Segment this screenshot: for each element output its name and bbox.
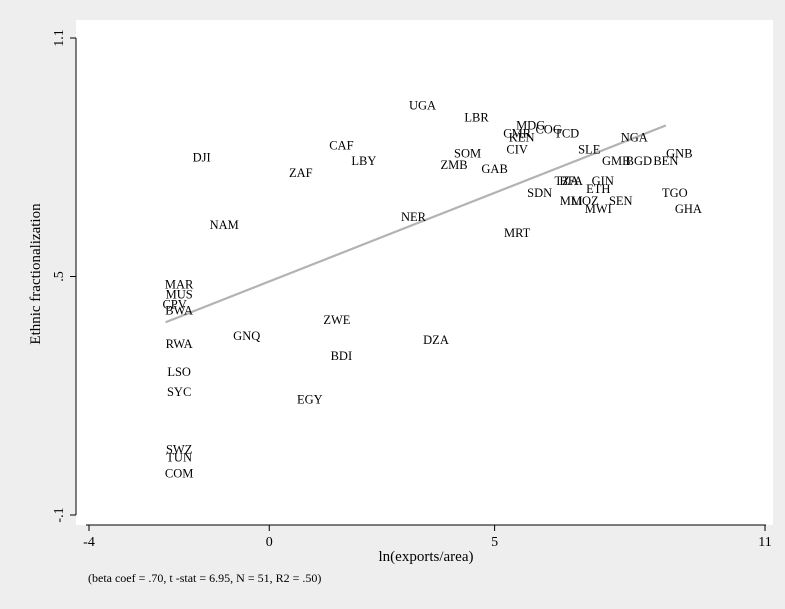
point-label-swz: SWZ bbox=[166, 442, 192, 456]
y-axis-title: Ethnic fractionalization bbox=[28, 203, 44, 345]
point-label-mli: MLI bbox=[560, 194, 583, 208]
point-label-cpv: CPV bbox=[162, 297, 186, 311]
point-label-cog: COG bbox=[535, 122, 561, 136]
point-label-gmb: GMB bbox=[602, 154, 630, 168]
point-label-lby: LBY bbox=[351, 154, 376, 168]
point-label-sle: SLE bbox=[578, 142, 601, 156]
point-label-ben: BEN bbox=[653, 154, 678, 168]
point-label-nga: NGA bbox=[621, 130, 648, 144]
point-label-lbr: LBR bbox=[464, 111, 489, 125]
point-label-dji: DJI bbox=[193, 150, 211, 164]
point-label-eth: ETH bbox=[586, 182, 610, 196]
point-label-nam: NAM bbox=[210, 218, 239, 232]
point-label-bwa: BWA bbox=[165, 303, 193, 317]
point-label-mar: MAR bbox=[165, 277, 194, 291]
point-label-zwe: ZWE bbox=[323, 313, 350, 327]
point-label-tun: TUN bbox=[166, 450, 192, 464]
point-label-syc: SYC bbox=[167, 385, 191, 399]
fit-line bbox=[165, 124, 667, 324]
point-label-zmb: ZMB bbox=[440, 158, 467, 172]
y-tick-label: -.1 bbox=[52, 507, 67, 522]
x-tick-label: 11 bbox=[758, 535, 771, 550]
point-label-sdn: SDN bbox=[527, 186, 552, 200]
point-label-dza: DZA bbox=[423, 333, 449, 347]
point-label-com: COM bbox=[165, 466, 193, 480]
point-label-cmr: CMR bbox=[503, 126, 531, 140]
point-label-gin: GIN bbox=[592, 174, 614, 188]
point-label-tgo: TGO bbox=[662, 186, 688, 200]
point-label-egy: EGY bbox=[297, 393, 323, 407]
point-label-bdi: BDI bbox=[331, 349, 353, 363]
footnote: (beta coef = .70, t -stat = 6.95, N = 51… bbox=[88, 571, 321, 585]
point-label-lso: LSO bbox=[167, 365, 191, 379]
y-ticks: -.1 .5 1.1 bbox=[52, 29, 76, 523]
point-label-gnb: GNB bbox=[666, 146, 692, 160]
point-label-gha: GHA bbox=[675, 202, 702, 216]
x-tick-label: 0 bbox=[266, 535, 273, 550]
y-tick-label: .5 bbox=[52, 271, 67, 282]
point-label-ken: KEN bbox=[509, 130, 535, 144]
point-label-mus: MUS bbox=[166, 287, 193, 301]
x-axis-title: ln(exports/area) bbox=[379, 549, 474, 565]
point-label-tcd: TCD bbox=[554, 126, 579, 140]
plot-area bbox=[76, 20, 773, 525]
point-label-zaf: ZAF bbox=[289, 166, 313, 180]
point-label-rwa: RWA bbox=[166, 337, 193, 351]
point-label-bgd: BGD bbox=[626, 154, 652, 168]
point-label-moz: MOZ bbox=[571, 194, 599, 208]
point-label-gab: GAB bbox=[481, 162, 507, 176]
point-label-gnq: GNQ bbox=[233, 329, 260, 343]
x-ticks: -4 0 5 11 bbox=[83, 525, 772, 550]
point-label-som: SOM bbox=[454, 146, 481, 160]
point-label-mdg: MDG bbox=[516, 118, 545, 132]
y-tick-label: 1.1 bbox=[52, 29, 67, 47]
point-label-caf: CAF bbox=[329, 138, 353, 152]
point-label-uga: UGA bbox=[409, 99, 436, 113]
point-label-ner: NER bbox=[401, 210, 427, 224]
point-label-tza: TZA bbox=[555, 174, 579, 188]
point-label-civ: CIV bbox=[506, 142, 528, 156]
point-label-mrt: MRT bbox=[504, 226, 531, 240]
point-label-mwi: MWI bbox=[585, 202, 612, 216]
point-label-sen: SEN bbox=[609, 194, 633, 208]
point-label-bfa: BFA bbox=[560, 174, 583, 188]
x-tick-label: 5 bbox=[491, 535, 498, 550]
x-tick-label: -4 bbox=[83, 535, 95, 550]
